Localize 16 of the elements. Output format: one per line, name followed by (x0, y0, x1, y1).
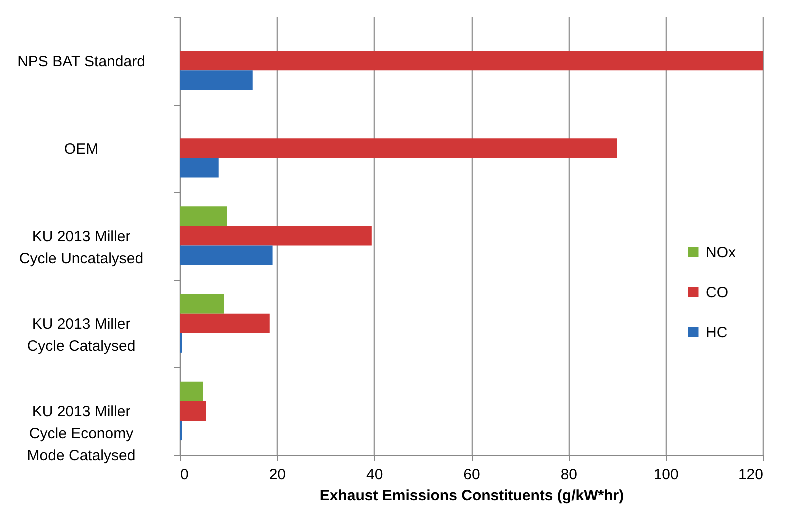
x-tick-label: 100 (654, 466, 679, 484)
y-tick-label: KU 2013 Miller Cycle Catalysed (27, 316, 136, 356)
legend-label: HC (706, 324, 728, 342)
x-axis-title: Exhaust Emissions Constituents (g/kW*hr) (320, 488, 624, 504)
x-tick-label: 40 (366, 466, 384, 484)
x-tick-label: 0 (180, 466, 189, 484)
x-tick-label: 20 (269, 466, 286, 484)
x-tick-label: 80 (560, 466, 578, 484)
legend-label: NOx (706, 244, 736, 262)
x-tick-label: 120 (738, 466, 764, 484)
legend-label: CO (706, 284, 728, 302)
y-tick-label: NPS BAT Standard (18, 53, 146, 70)
y-tick-label: KU 2013 Miller Cycle Economy Mode Catalysed (27, 404, 136, 465)
y-tick-label: KU 2013 Miller Cycle Uncatalysed (19, 228, 144, 268)
x-tick-label: 60 (464, 466, 480, 484)
y-tick-label: OEM (64, 140, 99, 158)
